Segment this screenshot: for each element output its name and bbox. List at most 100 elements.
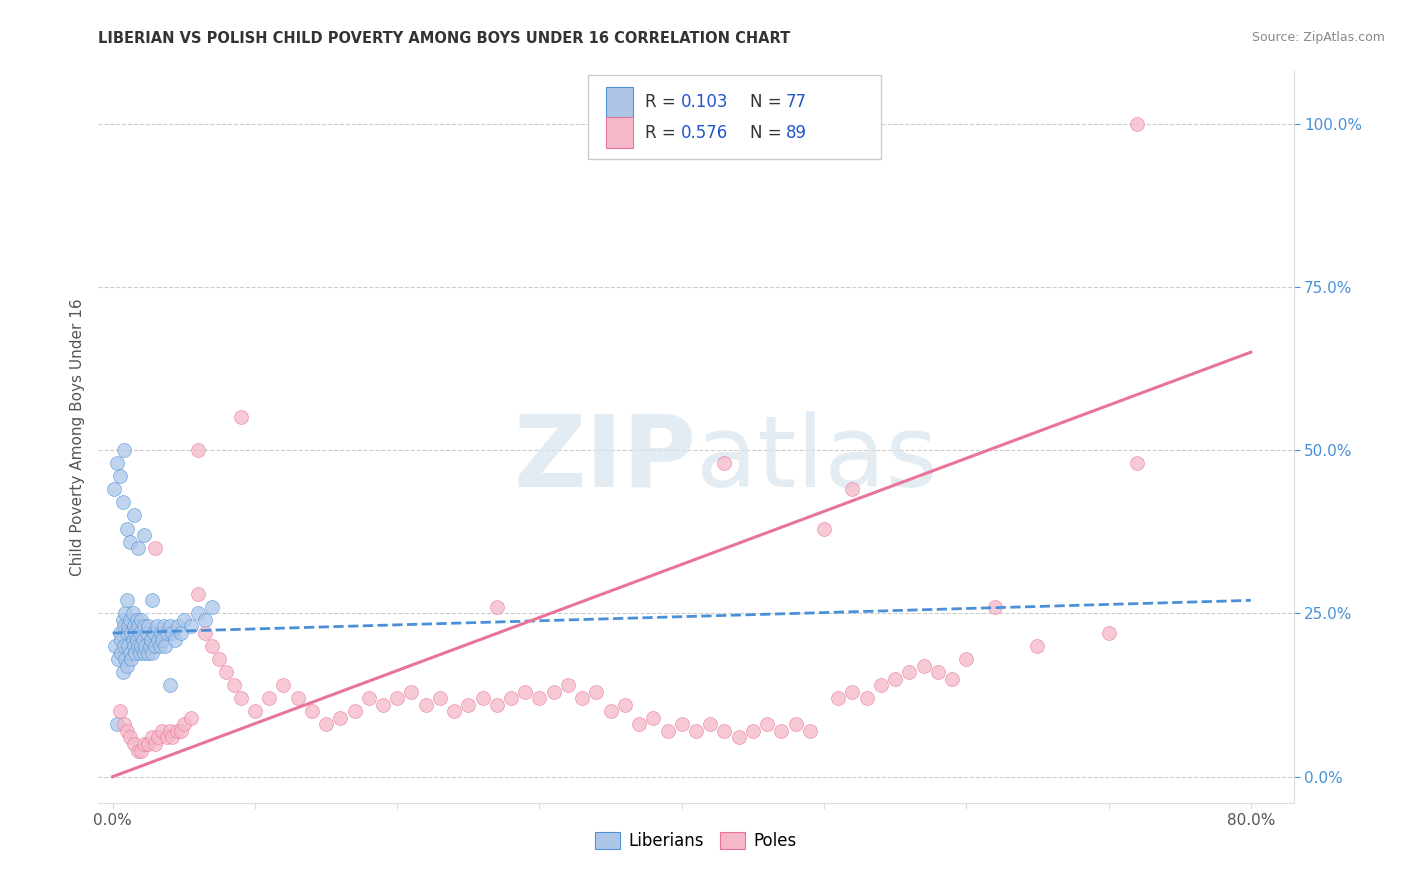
Point: [557, 678, 579, 692]
Point: [1126, 456, 1149, 470]
Point: [870, 678, 893, 692]
Point: [108, 705, 131, 719]
Point: [357, 691, 380, 706]
Point: [110, 646, 132, 660]
Point: [143, 737, 166, 751]
Point: [139, 632, 162, 647]
Text: LIBERIAN VS POLISH CHILD POVERTY AMONG BOYS UNDER 16 CORRELATION CHART: LIBERIAN VS POLISH CHILD POVERTY AMONG B…: [98, 31, 790, 46]
Point: [173, 717, 195, 731]
Point: [118, 613, 141, 627]
Point: [628, 717, 651, 731]
Point: [159, 619, 181, 633]
Point: [152, 632, 174, 647]
Point: [129, 743, 152, 757]
Point: [167, 619, 190, 633]
Point: [107, 652, 129, 666]
Point: [132, 646, 155, 660]
Point: [120, 652, 142, 666]
Point: [103, 483, 125, 497]
Point: [180, 711, 202, 725]
Point: [148, 632, 170, 647]
Point: [112, 717, 135, 731]
Point: [149, 639, 172, 653]
Point: [585, 685, 607, 699]
Point: [125, 613, 148, 627]
Point: [170, 626, 193, 640]
Point: [898, 665, 921, 680]
Point: [727, 731, 749, 745]
Point: [162, 731, 184, 745]
Point: [955, 652, 977, 666]
Point: [142, 626, 165, 640]
Point: [111, 665, 134, 680]
Point: [112, 639, 135, 653]
Point: [115, 658, 138, 673]
Point: [1026, 639, 1049, 653]
Text: atlas: atlas: [696, 410, 938, 508]
Point: [166, 723, 188, 738]
Point: [138, 639, 160, 653]
Point: [118, 731, 141, 745]
Point: [118, 534, 141, 549]
Point: [129, 613, 152, 627]
Text: N =: N =: [749, 124, 786, 142]
Point: [122, 508, 145, 523]
Point: [134, 639, 156, 653]
Point: [128, 626, 150, 640]
Point: [111, 613, 134, 627]
Point: [127, 619, 149, 633]
Point: [105, 456, 128, 470]
Point: [121, 607, 143, 621]
Point: [827, 691, 849, 706]
Y-axis label: Child Poverty Among Boys Under 16: Child Poverty Among Boys Under 16: [69, 298, 84, 576]
FancyBboxPatch shape: [606, 87, 633, 118]
Point: [941, 672, 963, 686]
Point: [657, 723, 679, 738]
Point: [984, 599, 1007, 614]
Point: [457, 698, 479, 712]
Point: [699, 717, 721, 731]
Point: [713, 456, 735, 470]
Point: [131, 632, 153, 647]
Point: [129, 639, 152, 653]
Point: [813, 521, 835, 535]
Text: 0.576: 0.576: [681, 124, 728, 142]
Point: [208, 652, 231, 666]
Point: [515, 685, 537, 699]
Text: Source: ZipAtlas.com: Source: ZipAtlas.com: [1251, 31, 1385, 45]
Point: [770, 723, 793, 738]
Point: [115, 521, 138, 535]
Point: [124, 626, 146, 640]
Text: N =: N =: [749, 93, 786, 112]
Point: [1126, 117, 1149, 131]
Point: [122, 737, 145, 751]
Point: [156, 626, 179, 640]
Point: [148, 731, 170, 745]
Point: [927, 665, 949, 680]
Point: [529, 691, 551, 706]
Point: [201, 599, 224, 614]
Point: [117, 639, 139, 653]
Point: [841, 685, 863, 699]
Point: [108, 469, 131, 483]
FancyBboxPatch shape: [589, 75, 882, 159]
Point: [613, 698, 636, 712]
FancyBboxPatch shape: [606, 118, 633, 148]
Point: [124, 646, 146, 660]
Point: [443, 705, 465, 719]
Point: [125, 632, 148, 647]
Point: [132, 737, 155, 751]
Text: R =: R =: [644, 93, 681, 112]
Point: [485, 599, 508, 614]
Point: [741, 723, 763, 738]
Point: [471, 691, 494, 706]
Point: [756, 717, 779, 731]
Point: [143, 541, 166, 555]
Point: [128, 646, 150, 660]
Point: [855, 691, 877, 706]
Point: [884, 672, 907, 686]
Point: [127, 743, 149, 757]
Point: [170, 723, 193, 738]
Point: [141, 731, 163, 745]
Point: [118, 646, 141, 660]
